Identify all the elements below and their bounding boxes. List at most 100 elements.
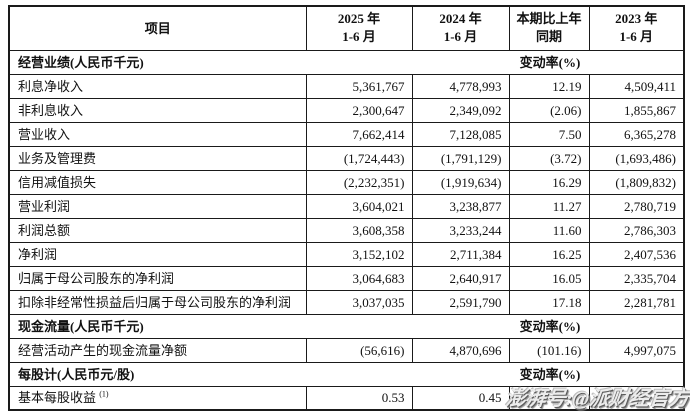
- table-row: 基本每股收益 (1) 0.53 0.45: [8, 385, 685, 411]
- section-row: 经营业绩(人民币千元) 变动率(%): [8, 49, 685, 75]
- section-label: 每股计(人民币元/股): [18, 366, 135, 382]
- value-cell: 0.53: [305, 385, 413, 411]
- value-cell: (1,724,443): [305, 145, 413, 171]
- value-cell: 2,335,704: [588, 265, 685, 291]
- value-cell: (1,791,129): [411, 145, 510, 171]
- value-cell: 4,870,696: [411, 337, 510, 363]
- row-label: 非利息收入: [8, 97, 307, 123]
- section-cell: 每股计(人民币元/股) 变动率(%): [8, 361, 685, 387]
- column-header-item: 项目: [8, 5, 307, 51]
- change-rate-label: 变动率(%): [519, 318, 581, 334]
- value-cell: 2,591,790: [411, 289, 510, 315]
- value-cell: 2,349,092: [411, 97, 510, 123]
- value-cell: (101.16): [508, 337, 590, 363]
- value-cell: (2,232,351): [305, 169, 413, 195]
- value-cell: 16.05: [508, 265, 590, 291]
- column-header-2023: 2023 年 1-6 月: [588, 5, 685, 51]
- section-cell: 经营业绩(人民币千元) 变动率(%): [8, 49, 685, 75]
- row-label: 基本每股收益 (1): [8, 385, 307, 411]
- value-cell: 2,281,781: [588, 289, 685, 315]
- row-label: 利润总额: [8, 217, 307, 243]
- row-label: 净利润: [8, 241, 307, 267]
- column-header-line2: 同期: [535, 29, 562, 45]
- value-cell: 4,778,993: [411, 73, 510, 99]
- value-cell: 3,238,877: [411, 193, 510, 219]
- value-cell: 7.50: [508, 121, 590, 147]
- row-label: 营业收入: [8, 121, 307, 147]
- column-header-line2: 1-6 月: [342, 29, 376, 45]
- column-header-2024: 2024 年 1-6 月: [411, 5, 510, 51]
- row-label: 利息净收入: [8, 73, 307, 99]
- value-cell: 16.29: [508, 169, 590, 195]
- section-label: 经营业绩(人民币千元): [18, 54, 144, 70]
- value-cell: 3,037,035: [305, 289, 413, 315]
- section-label: 现金流量(人民币千元): [18, 318, 144, 334]
- value-cell: 3,233,244: [411, 217, 510, 243]
- column-header-line1: 2025 年: [337, 11, 381, 27]
- row-label: 扣除非经常性损益后归属于母公司股东的净利润: [8, 289, 307, 315]
- header-row: 项目 2025 年 1-6 月 2024 年 1-6 月 本期比上年 同期 20…: [8, 5, 685, 51]
- row-label: 归属于母公司股东的净利润: [8, 265, 307, 291]
- row-label: 信用减值损失: [8, 169, 307, 195]
- value-cell: 2,780,719: [588, 193, 685, 219]
- column-header-2025: 2025 年 1-6 月: [305, 5, 413, 51]
- table-row: 利息净收入 5,361,767 4,778,993 12.19 4,509,41…: [8, 73, 685, 99]
- value-cell: 12.19: [508, 73, 590, 99]
- value-cell: 3,152,102: [305, 241, 413, 267]
- value-cell: 6,365,278: [588, 121, 685, 147]
- value-cell: (56,616): [305, 337, 413, 363]
- value-cell: [588, 385, 685, 411]
- value-cell: (3.72): [508, 145, 590, 171]
- section-cell: 现金流量(人民币千元) 变动率(%): [8, 313, 685, 339]
- value-cell: 5,361,767: [305, 73, 413, 99]
- column-header-change: 本期比上年 同期: [508, 5, 590, 51]
- value-cell: 16.25: [508, 241, 590, 267]
- table-row: 业务及管理费 (1,724,443) (1,791,129) (3.72) (1…: [8, 145, 685, 171]
- value-cell: (2.06): [508, 97, 590, 123]
- value-cell: 4,997,075: [588, 337, 685, 363]
- value-cell: 3,064,683: [305, 265, 413, 291]
- row-label: 业务及管理费: [8, 145, 307, 171]
- change-rate-label: 变动率(%): [519, 54, 581, 70]
- value-cell: 7,662,414: [305, 121, 413, 147]
- value-cell: (1,919,634): [411, 169, 510, 195]
- value-cell: 2,407,536: [588, 241, 685, 267]
- value-cell: 2,711,384: [411, 241, 510, 267]
- change-rate-label: 变动率(%): [519, 366, 581, 382]
- table-row: 归属于母公司股东的净利润 3,064,683 2,640,917 16.05 2…: [8, 265, 685, 291]
- table-row: 营业利润 3,604,021 3,238,877 11.27 2,780,719: [8, 193, 685, 219]
- value-cell: 3,604,021: [305, 193, 413, 219]
- column-header-line1: 2024 年: [439, 11, 482, 27]
- column-header-line2: 1-6 月: [443, 29, 478, 45]
- value-cell: 17.18: [508, 289, 590, 315]
- value-cell: 4,509,411: [588, 73, 685, 99]
- value-cell: 2,640,917: [411, 265, 510, 291]
- value-cell: 2,300,647: [305, 97, 413, 123]
- column-header-line1: 本期比上年: [516, 11, 582, 27]
- column-header-line1: 2023 年: [615, 11, 658, 27]
- table-row: 净利润 3,152,102 2,711,384 16.25 2,407,536: [8, 241, 685, 267]
- footnote-marker: (1): [99, 389, 109, 399]
- value-cell: (1,693,486): [588, 145, 685, 171]
- value-cell: 0.45: [411, 385, 510, 411]
- row-label-text: 基本每股收益: [18, 390, 97, 406]
- section-row: 现金流量(人民币千元) 变动率(%): [8, 313, 685, 339]
- financial-table: 项目 2025 年 1-6 月 2024 年 1-6 月 本期比上年 同期 20…: [8, 5, 685, 411]
- value-cell: 7,128,085: [411, 121, 510, 147]
- table-row: 营业收入 7,662,414 7,128,085 7.50 6,365,278: [8, 121, 685, 147]
- table-row: 利润总额 3,608,358 3,233,244 11.60 2,786,303: [8, 217, 685, 243]
- table-row: 非利息收入 2,300,647 2,349,092 (2.06) 1,855,8…: [8, 97, 685, 123]
- value-cell: 11.27: [508, 193, 590, 219]
- table-row: 信用减值损失 (2,232,351) (1,919,634) 16.29 (1,…: [8, 169, 685, 195]
- value-cell: [508, 385, 590, 411]
- section-row: 每股计(人民币元/股) 变动率(%): [8, 361, 685, 387]
- row-label: 营业利润: [8, 193, 307, 219]
- value-cell: (1,809,832): [588, 169, 685, 195]
- table-row: 扣除非经常性损益后归属于母公司股东的净利润 3,037,035 2,591,79…: [8, 289, 685, 315]
- column-header-line2: 1-6 月: [619, 29, 654, 45]
- value-cell: 2,786,303: [588, 217, 685, 243]
- value-cell: 1,855,867: [588, 97, 685, 123]
- row-label: 经营活动产生的现金流量净额: [8, 337, 307, 363]
- table-row: 经营活动产生的现金流量净额 (56,616) 4,870,696 (101.16…: [8, 337, 685, 363]
